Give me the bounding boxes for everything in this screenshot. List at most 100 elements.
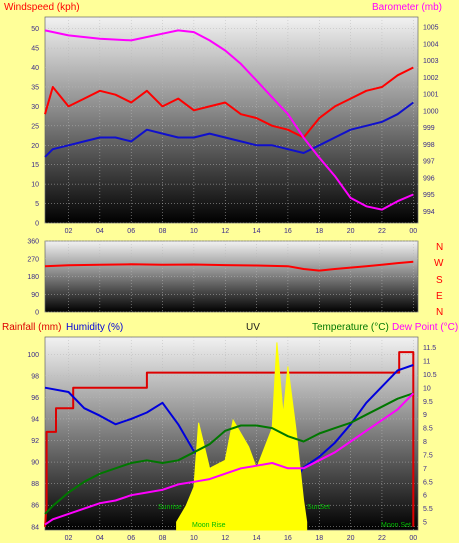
x-tick-label: 16 xyxy=(284,228,292,235)
chart-marks xyxy=(44,29,415,531)
y2-tick-label: 9 xyxy=(423,412,427,419)
y2-tick-label: 11.5 xyxy=(423,345,436,352)
x-tick-label: 10 xyxy=(190,228,198,235)
x-tick-label: 04 xyxy=(96,535,104,542)
compass-w: W xyxy=(434,258,444,269)
y2-tick-label: 10 xyxy=(423,385,431,392)
x-tick-label: 18 xyxy=(315,535,323,542)
x-tick-label: 00 xyxy=(409,535,417,542)
x-tick-label: 12 xyxy=(221,228,229,235)
compass-n: N xyxy=(436,242,443,253)
y2-tick-label: 6 xyxy=(423,493,427,500)
y-tick-label: 35 xyxy=(31,84,39,91)
x-tick-label: 08 xyxy=(159,228,167,235)
x-tick-label: 02 xyxy=(65,228,73,235)
y-tick-label: 0 xyxy=(35,310,39,317)
x-tick-label: 00 xyxy=(409,228,417,235)
compass-s: S xyxy=(436,275,443,286)
y-tick-label: 92 xyxy=(31,438,39,445)
barometer-series xyxy=(44,29,414,211)
x-tick-label: 22 xyxy=(378,228,386,235)
x-tick-label: 08 xyxy=(159,535,167,542)
uv-series xyxy=(176,342,308,531)
dew-point-series xyxy=(44,392,415,526)
wind-plot-area xyxy=(44,16,419,224)
rainfall-title: Rainfall (mm) xyxy=(2,322,61,333)
y2-tick-label: 7.5 xyxy=(423,452,433,459)
y-tick-label: 50 xyxy=(31,26,39,33)
wind-direction-series xyxy=(44,260,414,272)
moonrise-label: Moon Rise xyxy=(192,522,226,529)
x-tick-label: 04 xyxy=(96,228,104,235)
x-tick-label: 20 xyxy=(347,228,355,235)
y2-tick-label: 996 xyxy=(423,175,435,182)
temperature-series xyxy=(44,392,414,515)
y-tick-label: 10 xyxy=(31,182,39,189)
y-tick-label: 5 xyxy=(35,201,39,208)
x-tick-label: 10 xyxy=(190,535,198,542)
x-tick-label: 22 xyxy=(378,535,386,542)
y2-tick-label: 9.5 xyxy=(423,399,433,406)
y-tick-label: 86 xyxy=(31,503,39,510)
compass-n2: N xyxy=(436,307,443,318)
x-tick-label: 18 xyxy=(315,228,323,235)
humidity-title: Humidity (%) xyxy=(66,322,123,333)
sunrise-label: Sunrise xyxy=(158,504,182,511)
y-tick-label: 360 xyxy=(27,239,39,246)
y-tick-label: 98 xyxy=(31,373,39,380)
y2-tick-label: 1002 xyxy=(423,75,439,82)
y2-tick-label: 1004 xyxy=(423,41,439,48)
x-tick-label: 12 xyxy=(221,535,229,542)
y-tick-label: 90 xyxy=(31,292,39,299)
x-tick-label: 14 xyxy=(253,535,261,542)
y2-tick-label: 8 xyxy=(423,439,427,446)
y2-tick-label: 8.5 xyxy=(423,426,433,433)
gridlines xyxy=(45,17,418,530)
y2-tick-label: 11 xyxy=(423,359,430,366)
y-tick-label: 25 xyxy=(31,123,39,130)
y-tick-label: 270 xyxy=(27,256,39,263)
y2-tick-label: 1005 xyxy=(423,25,439,32)
barometer-title: Barometer (mb) xyxy=(372,2,442,13)
moonset-label: Moon Set xyxy=(381,522,411,529)
x-tick-label: 20 xyxy=(347,535,355,542)
y-tick-label: 90 xyxy=(31,460,39,467)
x-tick-label: 06 xyxy=(127,535,135,542)
y-tick-label: 96 xyxy=(31,395,39,402)
y-tick-label: 20 xyxy=(31,143,39,150)
y-tick-label: 40 xyxy=(31,65,39,72)
y2-tick-label: 1000 xyxy=(423,108,439,115)
y2-tick-label: 995 xyxy=(423,192,435,199)
dewpoint-title: Dew Point (°C) xyxy=(392,322,458,333)
y-tick-label: 94 xyxy=(31,416,39,423)
y-tick-label: 180 xyxy=(27,274,39,281)
compass-e: E xyxy=(436,291,443,302)
y2-tick-label: 7 xyxy=(423,466,427,473)
x-tick-label: 06 xyxy=(127,228,135,235)
y2-tick-label: 998 xyxy=(423,142,435,149)
y-tick-label: 100 xyxy=(27,352,39,359)
y-tick-label: 15 xyxy=(31,162,39,169)
y2-tick-label: 10.5 xyxy=(423,372,437,379)
y-tick-label: 45 xyxy=(31,46,39,53)
y2-tick-label: 994 xyxy=(423,209,435,216)
windspeed-title: Windspeed (kph) xyxy=(4,2,80,13)
y2-tick-label: 5 xyxy=(423,519,427,526)
y-tick-label: 30 xyxy=(31,104,39,111)
rainfall-series xyxy=(44,351,415,527)
sunset-label: SunSet xyxy=(307,504,330,511)
y2-tick-label: 6.5 xyxy=(423,479,433,486)
temperature-title: Temperature (°C) xyxy=(312,322,389,333)
x-tick-label: 16 xyxy=(284,535,292,542)
wind-gust-series xyxy=(44,101,414,158)
y2-tick-label: 1003 xyxy=(423,58,439,65)
y2-tick-label: 999 xyxy=(423,125,435,132)
y-tick-label: 84 xyxy=(31,524,39,531)
x-tick-label: 14 xyxy=(253,228,261,235)
windspeed-series xyxy=(44,66,414,139)
y-tick-label: 0 xyxy=(35,221,39,228)
y2-tick-label: 997 xyxy=(423,159,435,166)
y-tick-label: 88 xyxy=(31,481,39,488)
y2-tick-label: 5.5 xyxy=(423,506,433,513)
